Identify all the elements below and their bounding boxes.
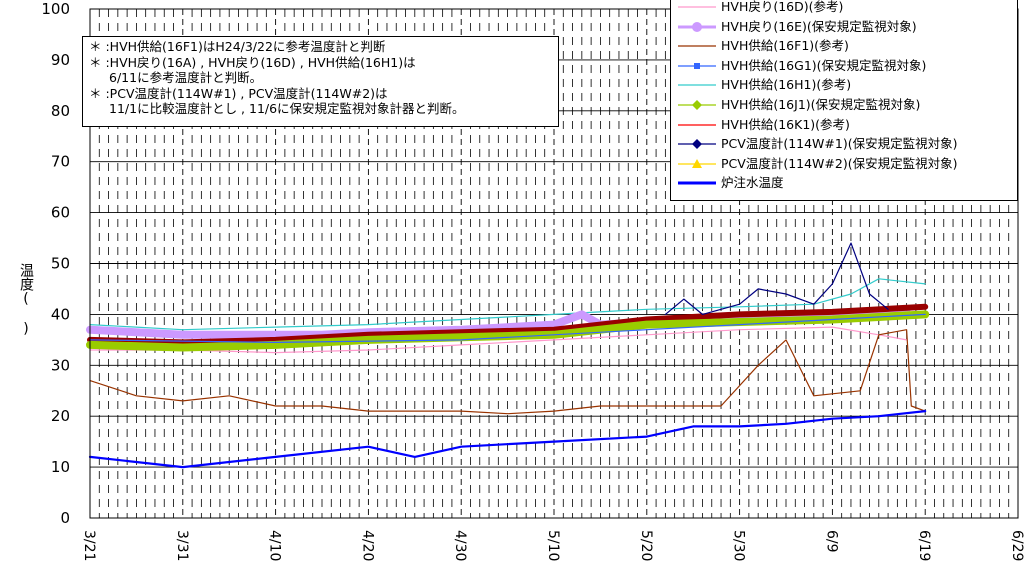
series-line bbox=[664, 242, 889, 315]
annotation-box: ＊ :HVH供給(16F1)はH24/3/22に参考温度計と判断 ＊ :HVH戻… bbox=[82, 36, 559, 127]
x-tick-label: 4/30 bbox=[452, 530, 468, 561]
legend-label: HVH供給(16K1)(参考) bbox=[721, 116, 850, 132]
note-line: 11/1に比較温度計とし , 11/6に保安規定監視対象計器と判断。 bbox=[109, 101, 465, 117]
legend-label: HVH供給(16G1)(保安規定監視対象) bbox=[721, 57, 927, 73]
y-tick-label: 90 bbox=[51, 51, 70, 69]
x-tick-label: 6/29 bbox=[1009, 530, 1025, 561]
legend-swatch bbox=[678, 45, 716, 47]
plot-frame bbox=[89, 8, 1019, 519]
legend-label: PCV温度計(114W#2)(保安規定監視対象) bbox=[721, 155, 958, 171]
y-tick-label: 50 bbox=[51, 255, 70, 273]
series-line bbox=[89, 313, 926, 343]
y-tick-label: 70 bbox=[51, 153, 70, 171]
legend-item: PCV温度計(114W#1)(保安規定監視対象) bbox=[671, 134, 1017, 154]
legend-item: PCV温度計(114W#2)(保安規定監視対象) bbox=[671, 154, 1017, 174]
legend-label: HVH供給(16J1)(保安規定監視対象) bbox=[721, 96, 921, 112]
y-tick-label: 20 bbox=[51, 407, 70, 425]
series-line bbox=[87, 303, 929, 346]
legend-label: 炉注水温度 bbox=[721, 175, 784, 191]
legend-label: PCV温度計(114W#1)(保安規定監視対象) bbox=[721, 136, 958, 152]
x-tick-label: 5/30 bbox=[731, 530, 747, 561]
note-line: 6/11に参考温度計と判断。 bbox=[109, 70, 263, 86]
x-tick-label: 6/9 bbox=[823, 530, 839, 553]
series-line bbox=[89, 329, 926, 415]
y-tick-label: 0 bbox=[60, 509, 70, 527]
x-tick-label: 5/20 bbox=[638, 530, 654, 561]
legend-item: HVH供給(16G1)(保安規定監視対象) bbox=[671, 56, 1017, 76]
legend-item: HVH戻り(16E)(保安規定監視対象) bbox=[671, 17, 1017, 37]
legend-swatch bbox=[678, 99, 716, 110]
legend-label: HVH供給(16H1)(参考) bbox=[721, 77, 852, 93]
legend-swatch bbox=[678, 123, 716, 126]
triangle-marker bbox=[692, 158, 702, 168]
y-tick-label: 30 bbox=[51, 356, 70, 374]
x-tick-label: 4/10 bbox=[267, 530, 283, 561]
legend-label: HVH戻り(16D)(参考) bbox=[721, 0, 844, 14]
legend-swatch bbox=[678, 62, 716, 69]
square-marker bbox=[694, 62, 700, 69]
series-line bbox=[89, 278, 926, 331]
legend-item: HVH供給(16F1)(参考) bbox=[671, 36, 1017, 56]
y-tick-label: 100 bbox=[41, 0, 70, 18]
circle-marker bbox=[692, 21, 702, 32]
y-tick-label: 40 bbox=[51, 305, 70, 323]
series-lines bbox=[86, 242, 930, 469]
legend-item: HVH戻り(16D)(参考) bbox=[671, 0, 1017, 17]
series-line bbox=[89, 326, 908, 354]
legend-swatch bbox=[678, 181, 716, 185]
series-line bbox=[88, 410, 927, 469]
y-tick-label: 10 bbox=[51, 458, 70, 476]
diamond-marker bbox=[692, 139, 702, 150]
legend-label: HVH供給(16F1)(参考) bbox=[721, 38, 849, 54]
y-tick-label: 60 bbox=[51, 204, 70, 222]
legend-swatch bbox=[678, 6, 716, 8]
legend-swatch bbox=[678, 21, 716, 32]
diamond-marker bbox=[692, 99, 702, 110]
note-line: ＊ :HVH戻り(16A) , HVH戻り(16D) , HVH供給(16H1)… bbox=[89, 54, 416, 70]
series-line bbox=[86, 310, 930, 352]
legend-swatch bbox=[678, 139, 716, 150]
legend-swatch bbox=[678, 158, 716, 168]
legend-item: HVH供給(16K1)(参考) bbox=[671, 115, 1017, 135]
x-tick-label: 6/19 bbox=[916, 530, 932, 561]
legend: HVH戻り(16D)(参考) HVH戻り(16E)(保安規定監視対象) HVH供給(… bbox=[670, 0, 1018, 201]
x-tick-label: 5/10 bbox=[545, 530, 561, 561]
y-tick-labels: 0 10 20 30 40 50 60 70 80 90 100 bbox=[41, 0, 70, 527]
axes bbox=[89, 8, 1019, 519]
legend-item: HVH供給(16J1)(保安規定監視対象) bbox=[671, 95, 1017, 115]
legend-item: HVH供給(16H1)(参考) bbox=[671, 75, 1017, 95]
legend-swatch bbox=[678, 84, 716, 86]
y-axis-label: 温度( ) bbox=[18, 263, 34, 337]
legend-item: 炉注水温度 bbox=[671, 173, 1017, 193]
x-tick-labels: 3/21 3/31 4/10 4/20 4/30 5/10 5/20 5/30 6/9 6/19 6… bbox=[81, 530, 1025, 561]
legend-label: HVH戻り(16E)(保安規定監視対象) bbox=[721, 18, 917, 34]
x-tick-label: 3/31 bbox=[174, 530, 190, 561]
x-tick-label: 4/20 bbox=[359, 530, 375, 561]
x-tick-label: 3/21 bbox=[81, 530, 97, 561]
note-line: ＊ :HVH供給(16F1)はH24/3/22に参考温度計と判断 bbox=[89, 39, 386, 54]
y-tick-label: 80 bbox=[51, 102, 70, 120]
note-line: ＊ :PCV温度計(114W#1) , PCV温度計(114W#2)は bbox=[89, 85, 388, 101]
